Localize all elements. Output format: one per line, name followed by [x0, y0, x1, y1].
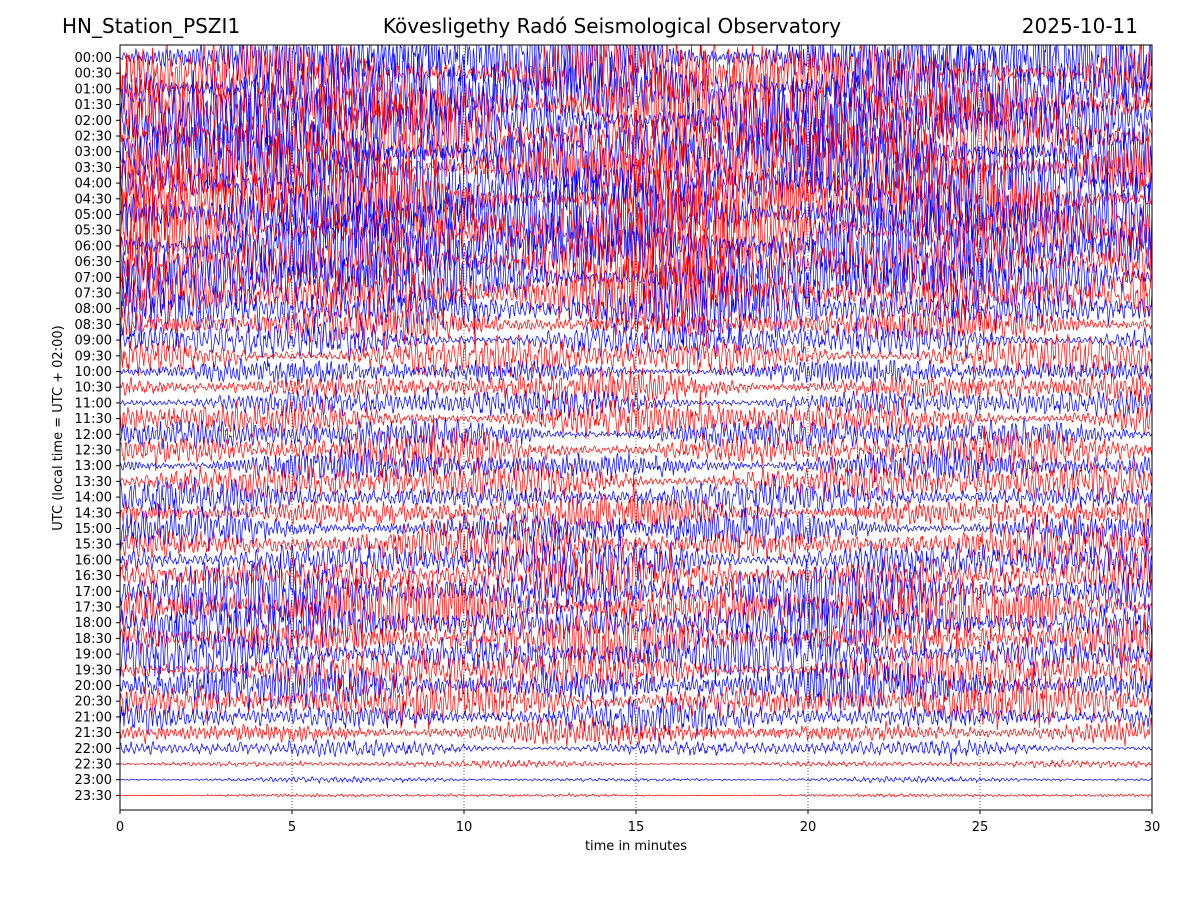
x-tick-label: 25 [972, 820, 989, 835]
y-tick-label: 22:00 [75, 742, 112, 757]
x-tick-label: 15 [628, 820, 645, 835]
x-tick-label: 20 [800, 820, 817, 835]
observatory-title: Kövesligethy Radó Seismological Observat… [382, 14, 842, 38]
y-tick-label: 23:00 [75, 773, 112, 788]
y-tick-label: 19:00 [75, 648, 112, 663]
y-tick-label: 14:00 [75, 491, 112, 506]
record-date: 2025-10-11 [1021, 14, 1138, 38]
y-tick-label: 05:00 [75, 208, 112, 223]
x-axis-label: time in minutes [585, 839, 687, 854]
y-tick-label: 18:30 [75, 632, 112, 647]
y-tick-label: 01:30 [75, 98, 112, 113]
y-tick-label: 07:30 [75, 287, 112, 302]
y-tick-label: 22:30 [75, 758, 112, 773]
trace-1730 [120, 566, 1152, 645]
trace-1230 [120, 414, 1152, 478]
y-tick-label: 21:30 [75, 726, 112, 741]
y-tick-label: 08:30 [75, 318, 112, 333]
y-tick-label: 09:30 [75, 349, 112, 364]
trace-layer [120, 45, 1152, 798]
x-tick-label: 5 [288, 820, 296, 835]
y-tick-label: 23:30 [75, 789, 112, 804]
y-tick-label: 21:00 [75, 710, 112, 725]
y-tick-label: 02:00 [75, 114, 112, 129]
y-tick-label: 03:30 [75, 161, 112, 176]
y-tick-label: 17:30 [75, 601, 112, 616]
trace-2300 [120, 775, 1152, 785]
y-tick-label: 16:30 [75, 569, 112, 584]
y-tick-label: 13:30 [75, 475, 112, 490]
y-tick-label: 05:30 [75, 224, 112, 239]
y-tick-label: 15:30 [75, 538, 112, 553]
trace-2000 [120, 657, 1152, 714]
y-tick-label: 16:00 [75, 553, 112, 568]
trace-1100 [120, 382, 1152, 421]
y-tick-label: 03:00 [75, 145, 112, 160]
station-name: HN_Station_PSZI1 [62, 14, 241, 38]
y-tick-label: 06:00 [75, 239, 112, 254]
y-tick-label: 17:00 [75, 585, 112, 600]
y-tick-label: 12:30 [75, 444, 112, 459]
y-tick-label: 08:00 [75, 302, 112, 317]
y-axis: 00:0000:3001:0001:3002:0002:3003:0003:30… [75, 51, 120, 804]
y-tick-label: 13:00 [75, 459, 112, 474]
trace-2230 [120, 758, 1152, 770]
y-tick-label: 11:00 [75, 396, 112, 411]
y-tick-label: 07:00 [75, 271, 112, 286]
x-tick-label: 10 [456, 820, 473, 835]
x-tick-label: 0 [116, 820, 124, 835]
y-tick-label: 00:00 [75, 51, 112, 66]
y-tick-label: 12:00 [75, 428, 112, 443]
y-tick-label: 10:00 [75, 365, 112, 380]
trace-1200 [120, 417, 1152, 453]
y-tick-label: 14:30 [75, 506, 112, 521]
y-tick-label: 18:00 [75, 616, 112, 631]
trace-1530 [120, 507, 1152, 570]
y-axis-label: UTC (local time = UTC + 02:00) [51, 325, 66, 530]
x-axis: 0 5 10 15 20 25 30 [116, 810, 1160, 835]
y-tick-label: 09:00 [75, 334, 112, 349]
y-tick-label: 06:30 [75, 255, 112, 270]
trace-0900 [120, 319, 1152, 360]
y-tick-label: 00:30 [75, 67, 112, 82]
x-tick-label: 30 [1144, 820, 1161, 835]
y-tick-label: 04:30 [75, 192, 112, 207]
y-tick-label: 20:00 [75, 679, 112, 694]
y-tick-label: 11:30 [75, 412, 112, 427]
trace-1000 [120, 358, 1152, 388]
y-tick-label: 15:00 [75, 522, 112, 537]
y-tick-label: 19:30 [75, 663, 112, 678]
y-tick-label: 20:30 [75, 695, 112, 710]
y-tick-label: 04:00 [75, 177, 112, 192]
y-tick-label: 02:30 [75, 130, 112, 145]
y-tick-label: 01:00 [75, 82, 112, 97]
y-tick-label: 10:30 [75, 381, 112, 396]
